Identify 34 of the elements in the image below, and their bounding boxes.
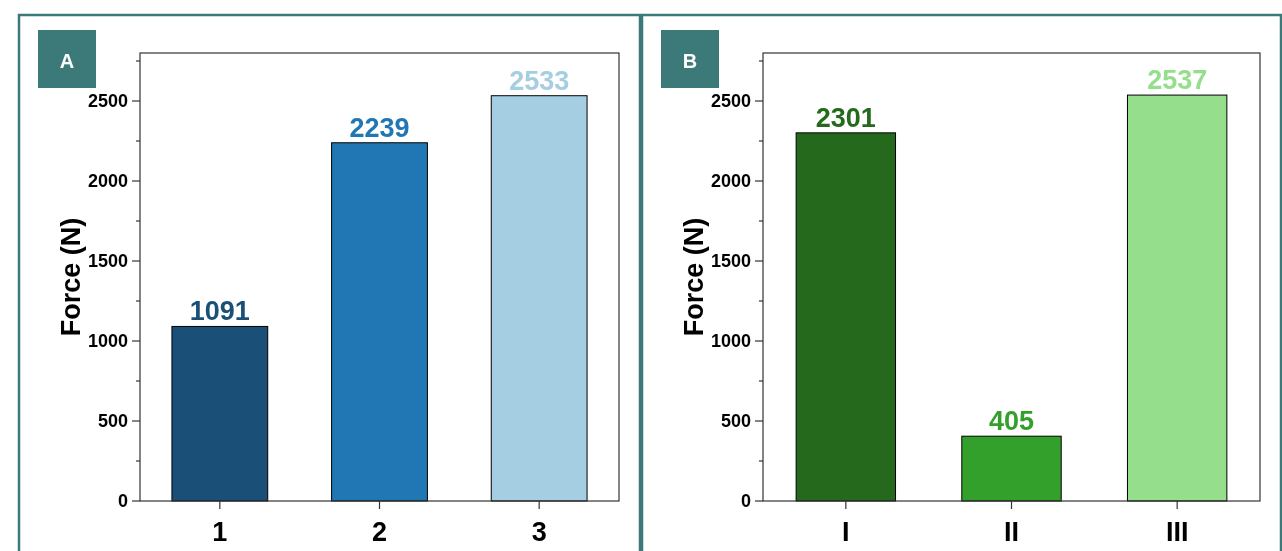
y-tick-label: 1000 [87, 331, 128, 352]
data-label: 2301 [815, 102, 876, 133]
bar [331, 142, 428, 502]
x-tick-label: III [1165, 517, 1189, 547]
y-tick-label: 1000 [710, 331, 751, 352]
y-tick-label: 0 [117, 491, 128, 512]
bar [1126, 94, 1228, 502]
y-axis-title: Force (N) [679, 217, 709, 337]
x-tick-label: II [1003, 517, 1020, 547]
data-label: 2239 [349, 112, 410, 143]
y-tick-label: 2500 [87, 91, 128, 112]
y-axis-title: Force (N) [56, 217, 86, 337]
bar [795, 132, 897, 502]
y-tick-label: 1500 [710, 251, 751, 272]
y-tick-label: 500 [720, 411, 751, 432]
data-label: 2537 [1147, 65, 1208, 96]
text: B [682, 50, 698, 72]
x-tick-label: 3 [531, 517, 547, 547]
y-tick-label: 0 [740, 491, 751, 512]
text: A [59, 50, 75, 72]
data-label: 1091 [189, 296, 250, 327]
y-tick-label: 2000 [87, 171, 128, 192]
bar [490, 95, 588, 502]
x-tick-label: 2 [371, 517, 388, 547]
bar [171, 325, 269, 502]
data-label: 405 [988, 406, 1035, 437]
x-tick-label: I [842, 517, 850, 547]
data-label: 2533 [509, 65, 570, 96]
bar [961, 435, 1062, 502]
y-tick-label: 2000 [710, 171, 751, 192]
y-tick-label: 500 [97, 411, 128, 432]
y-tick-label: 2500 [710, 91, 751, 112]
x-tick-label: 1 [212, 517, 228, 547]
y-tick-label: 1500 [87, 251, 128, 272]
